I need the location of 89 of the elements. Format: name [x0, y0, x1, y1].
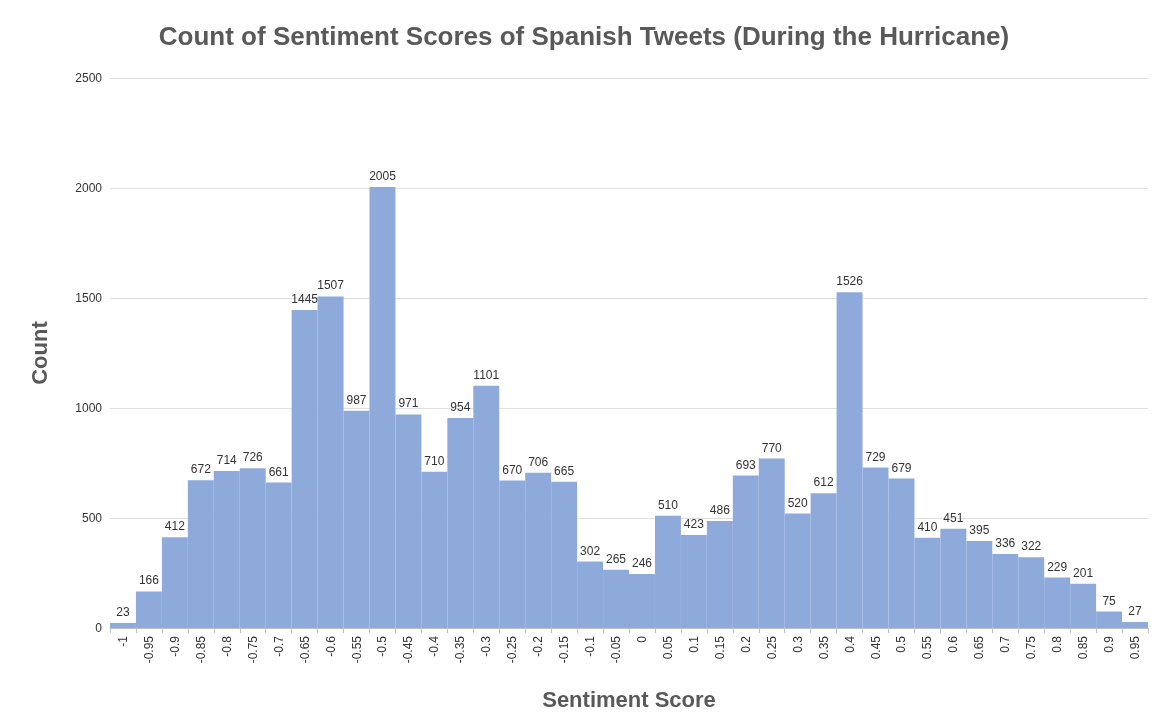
x-tick-label: 0.15 [712, 635, 727, 660]
x-tick-label: -0.2 [531, 635, 546, 657]
data-label: 265 [606, 551, 627, 566]
x-tick-label: 0.45 [868, 635, 883, 660]
x-tick-label: -0.25 [505, 635, 520, 664]
x-tick-label: -0.55 [349, 635, 364, 664]
data-label: 27 [1128, 604, 1143, 619]
data-label: 410 [917, 519, 938, 534]
data-label: 451 [943, 510, 964, 525]
data-label: 706 [528, 454, 549, 469]
x-tick-label: -0.15 [557, 635, 572, 664]
x-tick-label: -0.85 [193, 635, 208, 664]
data-label: 954 [450, 400, 471, 415]
data-label: 612 [813, 475, 834, 490]
data-label: 23 [116, 604, 130, 619]
x-tick-label: -0.75 [245, 635, 260, 664]
x-tick-label: -0.7 [271, 635, 286, 657]
x-tick-label: -0.3 [479, 635, 494, 657]
data-label: 710 [424, 453, 445, 468]
chart-title: Count of Sentiment Scores of Spanish Tweets (During the Hurricane) [158, 21, 1010, 51]
data-label: 423 [683, 516, 705, 531]
data-label: 246 [631, 555, 653, 570]
data-label: 670 [502, 462, 523, 477]
x-tick-label: 0.65 [972, 635, 987, 660]
x-tick-label: 0.85 [1076, 635, 1091, 660]
data-label: 726 [242, 450, 264, 465]
data-label: 1101 [473, 367, 500, 382]
y-tick-label: 2000 [75, 181, 103, 195]
x-tick-label: -0.45 [401, 635, 416, 664]
x-tick-label: -0.35 [453, 635, 468, 664]
data-label: 693 [735, 457, 757, 472]
x-tick-label: 0.6 [946, 635, 961, 653]
data-label: 672 [190, 462, 212, 477]
x-tick-label: -0.1 [583, 635, 598, 657]
data-label: 971 [398, 396, 419, 411]
data-label: 1526 [836, 274, 864, 289]
data-label: 201 [1073, 565, 1094, 580]
x-tick-label: -0.5 [375, 635, 390, 657]
x-axis-title: Sentiment Score [542, 686, 716, 712]
data-label: 770 [761, 440, 783, 455]
data-label: 987 [346, 392, 367, 407]
data-label: 229 [1047, 559, 1068, 574]
x-tick-label: 0.9 [1102, 635, 1117, 653]
x-tick-label: 0.8 [1050, 635, 1065, 653]
x-tick-label: 0.1 [686, 635, 701, 653]
data-label: 166 [138, 573, 160, 588]
y-axis-title: Count [26, 320, 52, 385]
x-tick-label: 0.2 [738, 635, 753, 653]
data-label: 75 [1102, 593, 1117, 608]
x-tick-label: -0.65 [297, 635, 312, 664]
x-tick-label: 0.3 [790, 635, 805, 653]
data-label: 661 [268, 464, 290, 479]
data-label: 412 [164, 519, 186, 534]
x-tick-label: 0.25 [764, 635, 779, 660]
data-label: 1507 [317, 278, 345, 293]
data-label: 714 [216, 452, 238, 467]
x-tick-label: -0.95 [141, 635, 156, 664]
x-tick-label: -1 [115, 635, 130, 647]
x-tick-label: -0.6 [323, 635, 338, 657]
x-tick-label: 0 [634, 635, 649, 643]
y-tick-label: 500 [81, 511, 103, 525]
data-label: 510 [657, 497, 679, 512]
data-label: 336 [995, 536, 1016, 551]
x-tick-label: 0.55 [920, 635, 935, 660]
x-tick-label: -0.8 [219, 635, 234, 657]
y-tick-label: 1000 [75, 401, 103, 415]
x-tick-label: 0.4 [842, 635, 857, 653]
data-label: 302 [580, 543, 601, 558]
data-label: 729 [865, 449, 886, 464]
y-tick-label: 1500 [75, 291, 103, 305]
data-label: 665 [554, 463, 575, 478]
data-label: 520 [787, 495, 809, 510]
data-label: 2005 [369, 168, 397, 183]
x-tick-label: 0.5 [894, 635, 909, 653]
x-tick-label: -0.05 [609, 635, 624, 664]
data-label: 1445 [291, 292, 319, 307]
x-tick-label: 0.95 [1128, 635, 1143, 660]
x-tick-label: 0.7 [998, 635, 1013, 653]
data-label: 322 [1021, 539, 1042, 554]
x-tick-label: 0.35 [816, 635, 831, 660]
x-tick-label: 0.05 [660, 635, 675, 660]
x-tick-label: 0.75 [1024, 635, 1039, 660]
data-label: 679 [891, 460, 912, 475]
data-label: 395 [969, 523, 990, 538]
y-tick-label: 2500 [75, 71, 103, 85]
x-tick-label: -0.9 [167, 635, 182, 657]
x-tick-label: -0.4 [427, 635, 442, 657]
data-label: 486 [709, 503, 731, 518]
y-tick-label: 0 [95, 621, 103, 635]
